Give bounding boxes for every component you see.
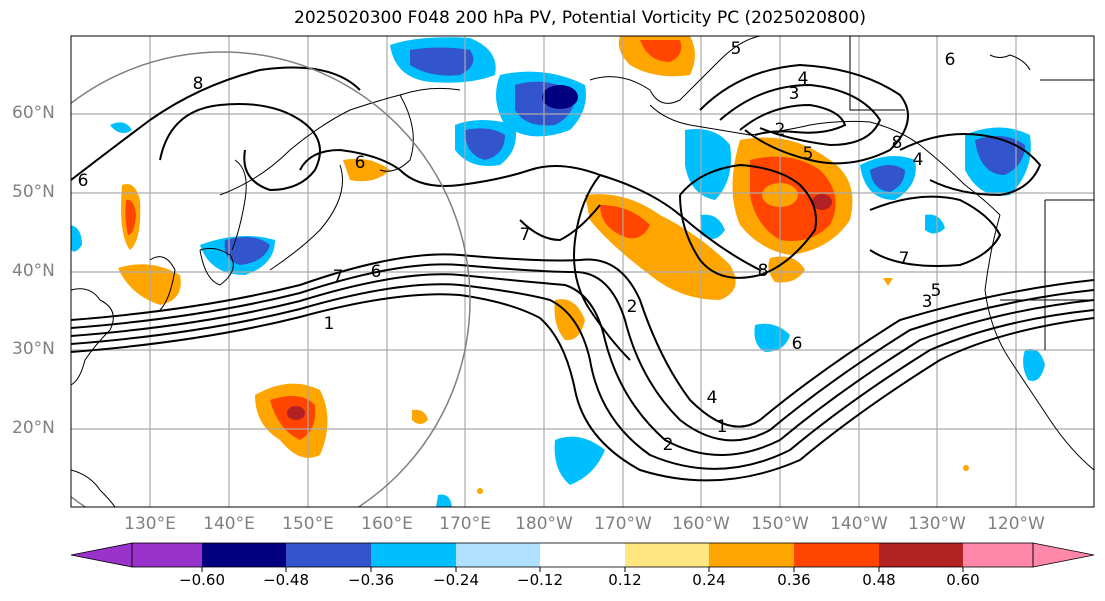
contour-label: 6 xyxy=(355,153,366,173)
colorbar-tick-label: 0.12 xyxy=(608,571,642,589)
coastlines xyxy=(71,36,1094,507)
range-ring xyxy=(71,51,471,507)
colorbar-tick-label: 0.24 xyxy=(692,571,726,589)
contour-label: 6 xyxy=(945,50,956,70)
lon-label: 130°W xyxy=(908,514,966,534)
contour-label: 7 xyxy=(333,267,344,287)
colorbar-tick-label: −0.60 xyxy=(179,571,225,589)
contour-label: 5 xyxy=(803,144,814,164)
lon-label: 170°E xyxy=(439,514,491,534)
contour-label-group: 8 6 7 6 1 7 2 4 2 1 8 6 5 3 4 2 5 7 5 3 … xyxy=(78,39,956,455)
colorbar-tick-label: 0.60 xyxy=(946,571,980,589)
contour-label: 4 xyxy=(913,150,924,170)
lat-label: 30°N xyxy=(12,339,55,359)
lon-label: 130°E xyxy=(124,514,176,534)
contour-label: 6 xyxy=(792,334,803,354)
lon-label: 160°E xyxy=(361,514,413,534)
lon-label: 150°W xyxy=(751,514,809,534)
contour-label: 5 xyxy=(731,39,742,59)
lat-label: 60°N xyxy=(12,103,55,123)
lon-label: 160°W xyxy=(672,514,730,534)
contour-label: 6 xyxy=(78,171,89,191)
plot-frame xyxy=(70,35,1095,508)
contour-label: 2 xyxy=(775,120,786,140)
contour-label: 5 xyxy=(931,281,942,301)
colorbar-tick-label: −0.36 xyxy=(348,571,394,589)
lon-label: 170°W xyxy=(594,514,652,534)
colorbar-tick-label: −0.12 xyxy=(517,571,563,589)
colorbar-tick-label: 0.48 xyxy=(862,571,896,589)
contour-label: 2 xyxy=(663,435,674,455)
contour-label: 8 xyxy=(892,133,903,153)
lat-label: 50°N xyxy=(12,182,55,202)
contour-label: 3 xyxy=(789,84,800,104)
colorbar-tick-label: −0.48 xyxy=(263,571,309,589)
lon-label: 140°W xyxy=(830,514,888,534)
contour-label: 6 xyxy=(371,262,382,282)
lon-label: 140°E xyxy=(203,514,255,534)
colorbar xyxy=(70,542,1095,572)
contour-label: 1 xyxy=(717,417,728,437)
contour-label: 4 xyxy=(707,388,718,408)
contour-label: 1 xyxy=(324,314,335,334)
lat-label: 20°N xyxy=(12,418,55,438)
contour-label: 4 xyxy=(798,69,809,89)
contour-label: 8 xyxy=(758,261,769,281)
lon-label: 150°E xyxy=(282,514,334,534)
map-title: 2025020300 F048 200 hPa PV, Potential Vo… xyxy=(294,8,866,28)
contour-label: 7 xyxy=(520,225,531,245)
contour-label: 8 xyxy=(193,74,204,94)
lat-label: 40°N xyxy=(12,261,55,281)
contour-label: 2 xyxy=(627,297,638,317)
colorbar-tick-label: 0.36 xyxy=(777,571,811,589)
contour-label: 7 xyxy=(899,249,910,269)
contour-label: 3 xyxy=(922,292,933,312)
lon-label: 180°W xyxy=(515,514,573,534)
lon-label: 120°W xyxy=(987,514,1045,534)
pv-contours xyxy=(71,63,1094,482)
colorbar-tick-label: −0.24 xyxy=(433,571,479,589)
